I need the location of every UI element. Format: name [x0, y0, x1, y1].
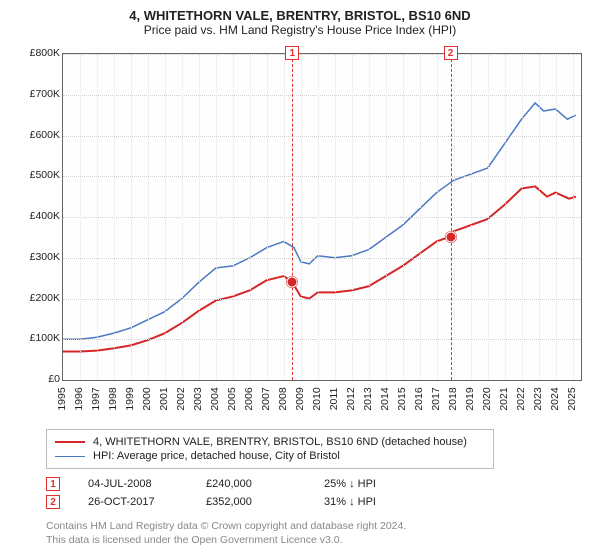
chart-title: 4, WHITETHORN VALE, BRENTRY, BRISTOL, BS… — [10, 8, 590, 23]
x-axis-label: 2024 — [549, 387, 561, 410]
note-row: 2 26-OCT-2017 £352,000 31% ↓ HPI — [46, 493, 590, 511]
x-axis-label: 2009 — [294, 387, 306, 410]
series-hpi — [63, 103, 576, 339]
footer-line-2: This data is licensed under the Open Gov… — [46, 533, 590, 547]
legend-label: 4, WHITETHORN VALE, BRENTRY, BRISTOL, BS… — [93, 436, 467, 448]
legend-swatch — [55, 456, 85, 457]
x-axis-label: 2001 — [158, 387, 170, 410]
event-marker: 2 — [444, 46, 458, 60]
y-axis-label: £0 — [12, 373, 60, 385]
note-date: 26-OCT-2017 — [88, 496, 178, 508]
transaction-point — [445, 231, 456, 242]
note-row: 1 04-JUL-2008 £240,000 25% ↓ HPI — [46, 475, 590, 493]
x-axis-label: 2021 — [498, 387, 510, 410]
x-axis-label: 2014 — [379, 387, 391, 410]
note-price: £240,000 — [206, 478, 296, 490]
x-axis-label: 1999 — [124, 387, 136, 410]
note-date: 04-JUL-2008 — [88, 478, 178, 490]
x-axis-label: 2023 — [532, 387, 544, 410]
legend-item: HPI: Average price, detached house, City… — [55, 449, 485, 463]
y-axis-label: £400K — [12, 210, 60, 222]
chart-area: 12 £0£100K£200K£300K£400K£500K£600K£700K… — [10, 43, 590, 423]
x-axis-label: 2016 — [413, 387, 425, 410]
y-axis-label: £600K — [12, 129, 60, 141]
transaction-point — [287, 277, 298, 288]
x-axis-label: 2025 — [566, 387, 578, 410]
chart-subtitle: Price paid vs. HM Land Registry's House … — [10, 23, 590, 37]
x-axis-label: 2000 — [141, 387, 153, 410]
x-axis-label: 1995 — [56, 387, 68, 410]
x-axis-label: 2013 — [362, 387, 374, 410]
x-axis-label: 1997 — [90, 387, 102, 410]
note-marker: 2 — [46, 495, 60, 509]
y-axis-label: £200K — [12, 292, 60, 304]
x-axis-label: 2011 — [328, 388, 340, 411]
x-axis-label: 2004 — [209, 387, 221, 410]
x-axis-label: 2017 — [430, 387, 442, 410]
note-diff: 25% ↓ HPI — [324, 478, 414, 490]
y-axis-label: £800K — [12, 47, 60, 59]
x-axis-label: 2002 — [175, 387, 187, 410]
note-price: £352,000 — [206, 496, 296, 508]
series-property — [63, 186, 576, 351]
legend-label: HPI: Average price, detached house, City… — [93, 450, 340, 462]
legend-swatch — [55, 441, 85, 443]
event-marker: 1 — [285, 46, 299, 60]
x-axis-label: 2008 — [277, 387, 289, 410]
legend: 4, WHITETHORN VALE, BRENTRY, BRISTOL, BS… — [46, 429, 494, 469]
x-axis-label: 2018 — [447, 387, 459, 410]
legend-item: 4, WHITETHORN VALE, BRENTRY, BRISTOL, BS… — [55, 435, 485, 449]
note-marker: 1 — [46, 477, 60, 491]
x-axis-label: 2020 — [481, 387, 493, 410]
x-axis-label: 2019 — [464, 387, 476, 410]
x-axis-label: 2003 — [192, 387, 204, 410]
y-axis-label: £500K — [12, 169, 60, 181]
y-axis-label: £700K — [12, 88, 60, 100]
x-axis-label: 2010 — [311, 387, 323, 410]
x-axis-label: 1998 — [107, 387, 119, 410]
note-diff: 31% ↓ HPI — [324, 496, 414, 508]
x-axis-label: 2007 — [260, 387, 272, 410]
x-axis-label: 1996 — [73, 387, 85, 410]
y-axis-label: £100K — [12, 332, 60, 344]
x-axis-label: 2015 — [396, 387, 408, 410]
footer: Contains HM Land Registry data © Crown c… — [46, 519, 590, 547]
x-axis-label: 2006 — [243, 387, 255, 410]
x-axis-label: 2005 — [226, 387, 238, 410]
footer-line-1: Contains HM Land Registry data © Crown c… — [46, 519, 590, 533]
transaction-notes: 1 04-JUL-2008 £240,000 25% ↓ HPI 2 26-OCT-201… — [46, 475, 590, 511]
plot: 12 — [62, 53, 582, 381]
y-axis-label: £300K — [12, 251, 60, 263]
x-axis-label: 2012 — [345, 387, 357, 410]
x-axis-label: 2022 — [515, 387, 527, 410]
